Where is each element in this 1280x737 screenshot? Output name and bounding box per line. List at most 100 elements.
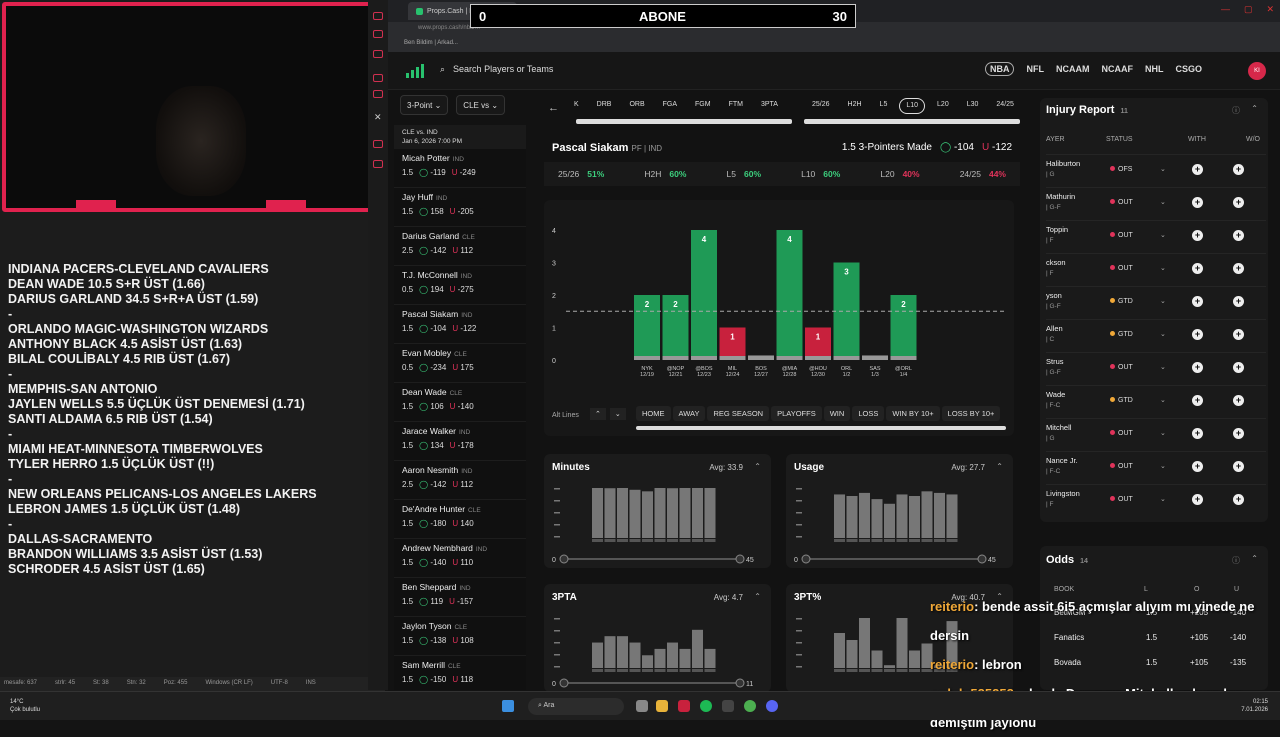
injury-player[interactable]: Nance Jr. | F-C — [1046, 456, 1078, 475]
player-row[interactable]: Aaron Nesmith IND 2.5 ◯ -142 U 112 — [394, 461, 526, 500]
player-row[interactable]: Sam Merrill CLE 1.5 ◯ -150 U 118 — [394, 656, 526, 695]
stat-tab[interactable]: ORB — [629, 101, 645, 108]
injury-player[interactable]: Allen | C — [1046, 324, 1063, 343]
chart-bar[interactable] — [890, 295, 917, 360]
mini-chart-bar[interactable] — [679, 488, 691, 538]
without-add-icon[interactable]: + — [1233, 362, 1244, 373]
injury-player[interactable]: Livingston | F — [1046, 489, 1080, 508]
chart-bar[interactable] — [719, 327, 746, 361]
chevron-up-icon[interactable]: ⌃ — [996, 462, 1003, 471]
mini-chart-bar[interactable] — [946, 621, 958, 668]
mini-chart-bar[interactable] — [654, 648, 666, 668]
with-add-icon[interactable]: + — [1192, 428, 1203, 439]
injury-player[interactable]: Wade | F-C — [1046, 390, 1066, 409]
maximize-icon[interactable]: ▢ — [1243, 4, 1253, 14]
player-row[interactable]: De'Andre Hunter CLE 1.5 ◯ -180 U 140 — [394, 500, 526, 539]
without-add-icon[interactable]: + — [1233, 428, 1244, 439]
mini-chart-bar[interactable] — [834, 633, 845, 668]
chevron-down-icon[interactable]: ⌄ — [1160, 199, 1166, 206]
mini-chart-bar[interactable] — [859, 618, 870, 668]
with-add-icon[interactable]: + — [1192, 164, 1203, 175]
range-tab[interactable]: H2H — [847, 101, 862, 108]
mini-chart-bar[interactable] — [704, 648, 716, 668]
chevron-down-icon[interactable]: ⌄ — [1160, 364, 1166, 371]
slider-handle[interactable] — [559, 554, 569, 564]
minimize-icon[interactable]: — — [1220, 4, 1230, 14]
slider-handle[interactable] — [977, 554, 987, 564]
hit-rate-item[interactable]: L20 40% — [880, 169, 920, 179]
chevron-down-icon[interactable]: ⌄ — [1160, 496, 1166, 503]
spotify-icon[interactable] — [700, 700, 712, 712]
mini-chart-bar[interactable] — [846, 640, 858, 668]
with-add-icon[interactable]: + — [1192, 296, 1203, 307]
avatar[interactable]: KI — [1248, 62, 1266, 80]
slider-handle[interactable] — [735, 678, 745, 688]
chevron-up-icon[interactable]: ⌃ — [1251, 554, 1258, 563]
chart-bar[interactable] — [634, 295, 660, 360]
chart-bar[interactable] — [776, 230, 803, 360]
sidebar-app-icon[interactable] — [373, 50, 383, 58]
mini-chart-bar[interactable] — [921, 643, 933, 669]
sidebar-app-icon[interactable] — [373, 74, 383, 82]
chevron-down-icon[interactable]: ⌄ — [1160, 463, 1166, 470]
chevron-down-icon[interactable]: ⌄ — [1160, 331, 1166, 338]
mini-chart-bar[interactable] — [617, 488, 628, 538]
back-arrow-icon[interactable]: ← — [548, 102, 559, 114]
opera-icon[interactable] — [678, 700, 690, 712]
without-add-icon[interactable]: + — [1233, 395, 1244, 406]
mini-chart-bar[interactable] — [692, 488, 703, 538]
mini-chart-bar[interactable] — [846, 496, 858, 538]
player-row[interactable]: Jay Huff IND 1.5 ◯ 158 U -205 — [394, 188, 526, 227]
with-add-icon[interactable]: + — [1192, 230, 1203, 241]
sport-tab-nhl[interactable]: NHL — [1144, 64, 1164, 74]
slider-handle[interactable] — [801, 554, 811, 564]
weather-widget[interactable]: 14°C Çok bulutlu — [10, 699, 41, 713]
without-add-icon[interactable]: + — [1233, 494, 1244, 505]
segment-tab[interactable]: REG SEASON — [707, 406, 770, 421]
slider-handle[interactable] — [559, 678, 569, 688]
stat-tab[interactable]: FGM — [695, 101, 711, 108]
mini-chart-bar[interactable] — [604, 488, 616, 538]
app-icon[interactable] — [722, 700, 734, 712]
hit-rate-item[interactable]: L10 60% — [801, 169, 841, 179]
stat-dropdown[interactable]: 3-Point ⌄ — [400, 95, 449, 115]
with-add-icon[interactable]: + — [1192, 263, 1203, 274]
mini-chart-bar[interactable] — [946, 494, 958, 538]
range-tab[interactable]: 24/25 — [996, 101, 1014, 108]
chevron-up-icon[interactable]: ⌃ — [754, 592, 761, 601]
injury-player[interactable]: Strus | G-F — [1046, 357, 1064, 376]
chevron-down-icon[interactable]: ⌄ — [1160, 397, 1166, 404]
props-cash-logo-icon[interactable] — [406, 64, 424, 78]
mini-chart-bar[interactable] — [909, 650, 920, 669]
mini-chart-bar[interactable] — [654, 488, 666, 538]
segment-tab[interactable]: HOME — [636, 406, 671, 421]
mini-chart-bar[interactable] — [909, 496, 920, 538]
sport-tab-ncaaf[interactable]: NCAAF — [1101, 64, 1133, 74]
sidebar-app-icon[interactable] — [373, 30, 383, 38]
stat-tab[interactable]: FGA — [662, 101, 678, 108]
range-tabs-scrollbar[interactable] — [804, 119, 1020, 124]
player-row[interactable]: Jaylon Tyson CLE 1.5 ◯ -138 U 108 — [394, 617, 526, 656]
mini-chart-bar[interactable] — [884, 503, 895, 538]
range-slider[interactable]: 0 45 — [792, 552, 1002, 566]
mini-chart-bar[interactable] — [859, 492, 870, 538]
with-add-icon[interactable]: + — [1192, 494, 1203, 505]
mini-chart-bar[interactable] — [617, 636, 628, 668]
stat-tabs-scrollbar[interactable] — [576, 119, 792, 124]
without-add-icon[interactable]: + — [1233, 263, 1244, 274]
stat-tab[interactable]: DRB — [596, 101, 612, 108]
stat-tab[interactable]: K — [574, 101, 579, 108]
chevron-up-icon[interactable]: ⌃ — [754, 462, 761, 471]
player-row[interactable]: Andrew Nembhard IND 1.5 ◯ -140 U 110 — [394, 539, 526, 578]
file-explorer-icon[interactable] — [656, 700, 668, 712]
sidebar-app-icon[interactable] — [373, 90, 383, 98]
mini-chart-bar[interactable] — [896, 618, 908, 668]
mini-chart-bar[interactable] — [871, 499, 883, 538]
sport-tab-nba[interactable]: NBA — [984, 62, 1015, 76]
mini-chart-bar[interactable] — [934, 665, 945, 668]
range-slider[interactable]: 0 45 — [550, 552, 760, 566]
hit-rate-item[interactable]: L5 60% — [726, 169, 761, 179]
chart-bar[interactable] — [691, 230, 717, 360]
discord-icon[interactable] — [766, 700, 778, 712]
task-view-icon[interactable] — [636, 700, 648, 712]
